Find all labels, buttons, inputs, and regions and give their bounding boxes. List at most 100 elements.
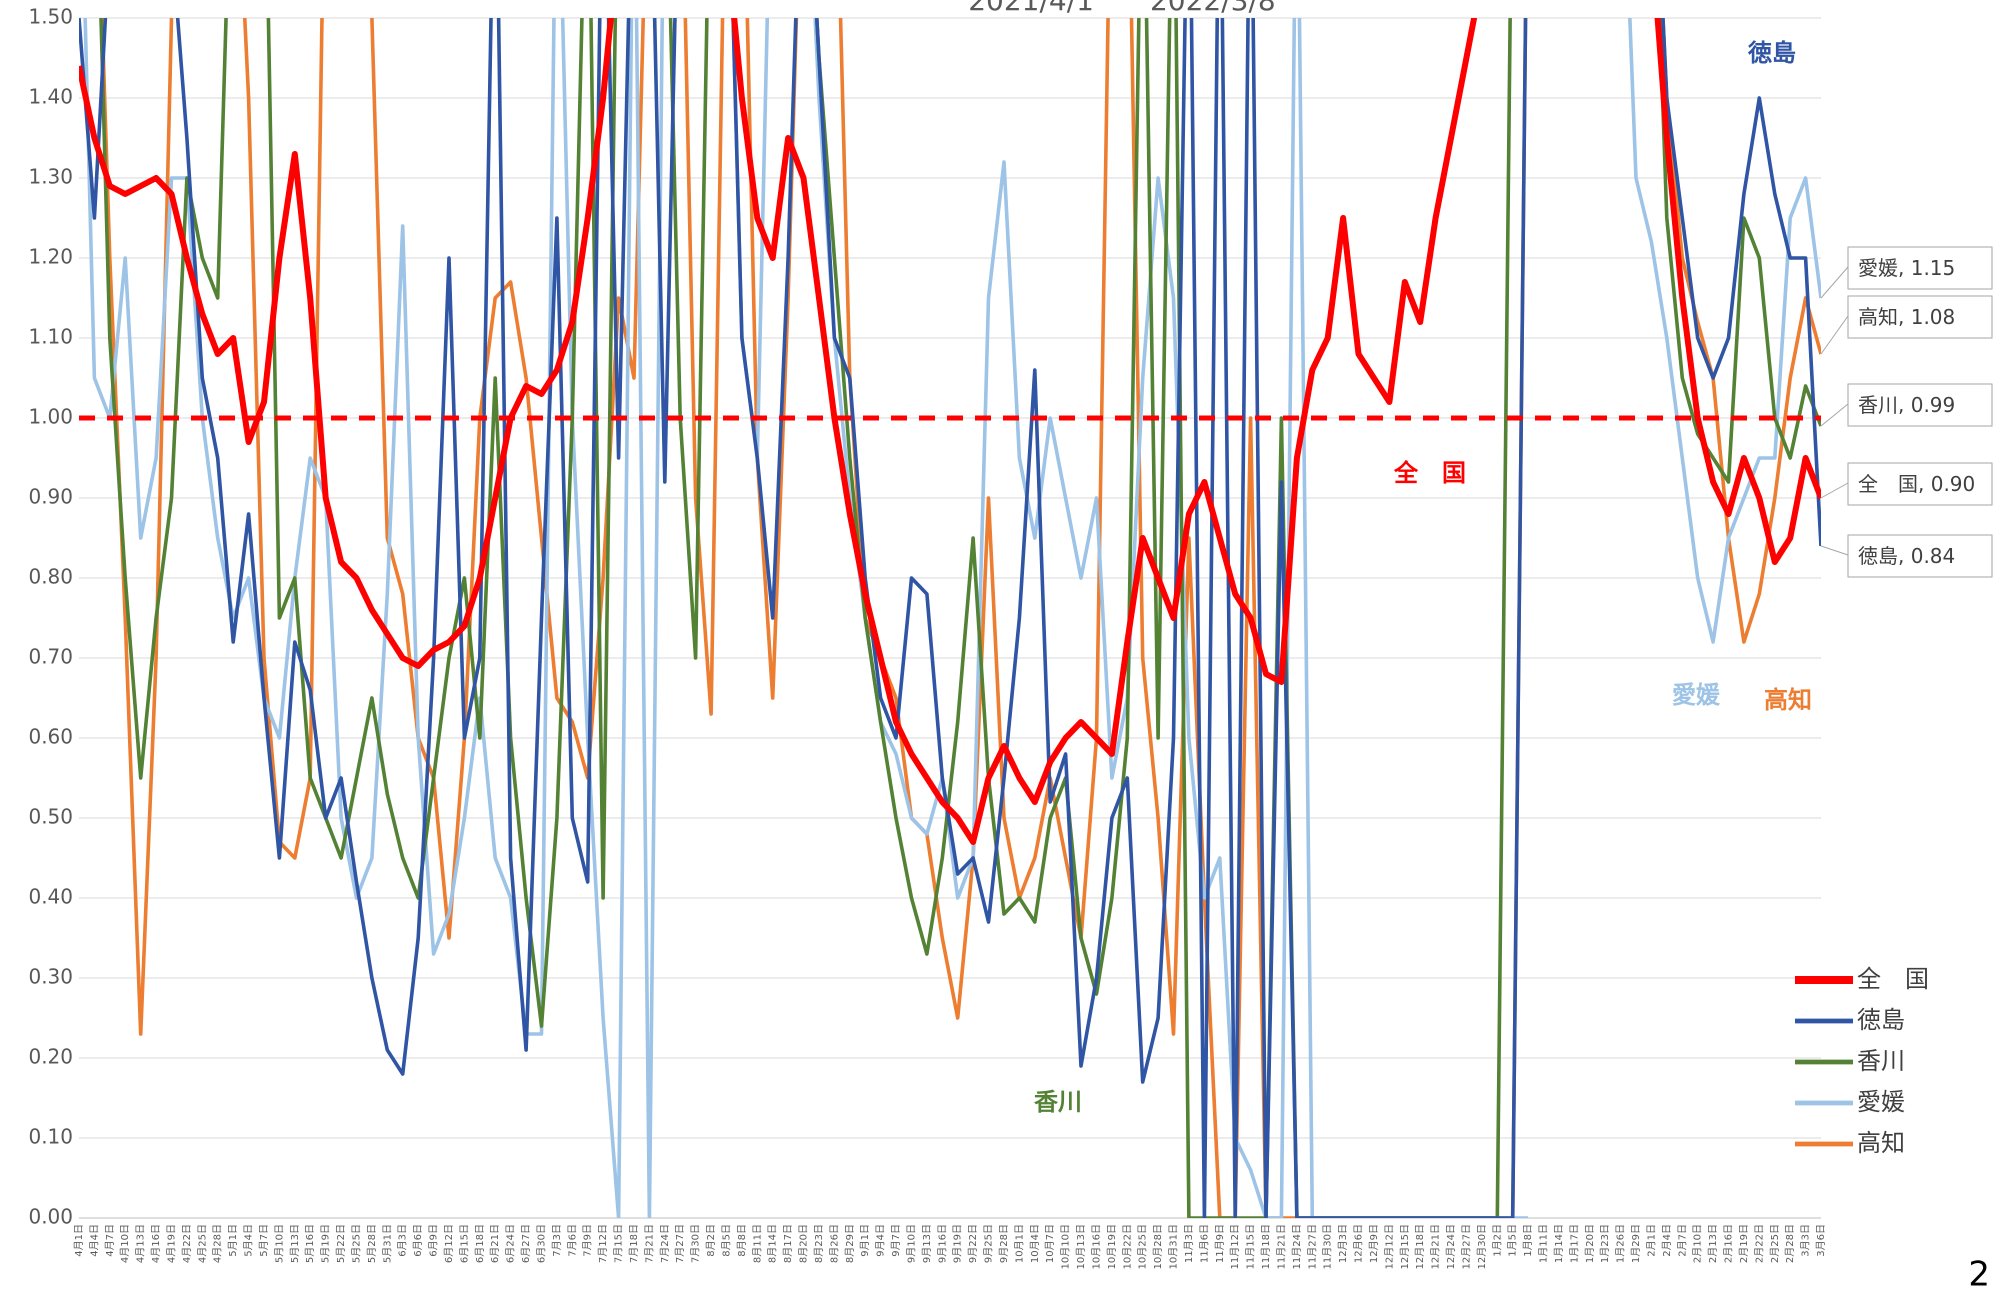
x-tick-label: 10月22日 <box>1121 1224 1133 1269</box>
x-tick-label: 2月19日 <box>1738 1224 1750 1263</box>
x-tick-label: 11月15日 <box>1245 1224 1257 1269</box>
x-tick-label: 11月21日 <box>1275 1224 1287 1269</box>
x-tick-label: 1月23日 <box>1599 1224 1611 1263</box>
x-tick-label: 9月28日 <box>998 1224 1010 1263</box>
callout-value: 0.99 <box>1911 393 1956 417</box>
x-tick-label: 7月24日 <box>659 1224 671 1263</box>
callout-label: 徳島, 0.84 <box>1858 544 1955 568</box>
x-tick-label: 5月1日 <box>227 1224 239 1257</box>
x-tick-label: 7月3日 <box>551 1224 563 1257</box>
x-tick-label: 12月27日 <box>1460 1224 1472 1269</box>
x-tick-label: 10月4日 <box>1029 1224 1041 1263</box>
x-tick-label: 1月29日 <box>1630 1224 1642 1263</box>
x-tick-label: 2月16日 <box>1723 1224 1735 1263</box>
x-tick-label: 10月1日 <box>1013 1224 1025 1263</box>
annotation: 高知 <box>1764 686 1812 714</box>
x-tick-label: 3月3日 <box>1800 1224 1812 1257</box>
callout-name: 全 国 <box>1858 472 1918 496</box>
y-tick-label: 1.40 <box>28 85 73 109</box>
series-line <box>79 18 1821 845</box>
x-tick-label: 8月23日 <box>813 1224 825 1263</box>
x-tick-label: 6月15日 <box>458 1224 470 1263</box>
callout-value: 1.08 <box>1911 305 1956 329</box>
x-tick-label: 2月7日 <box>1676 1224 1688 1257</box>
legend-label: 徳島 <box>1857 1006 1905 1034</box>
series-line <box>100 18 1821 1218</box>
x-tick-label: 6月6日 <box>412 1224 424 1257</box>
x-tick-label: 2月1日 <box>1645 1224 1657 1257</box>
x-tick-label: 12月21日 <box>1430 1224 1442 1269</box>
x-tick-label: 12月6日 <box>1353 1224 1365 1263</box>
x-tick-label: 10月13日 <box>1075 1224 1087 1269</box>
x-tick-label: 11月12日 <box>1229 1224 1241 1269</box>
x-tick-label: 7月21日 <box>643 1224 655 1263</box>
x-tick-label: 1月17日 <box>1568 1224 1580 1263</box>
x-tick-label: 8月5日 <box>720 1224 732 1257</box>
x-tick-label: 10月25日 <box>1137 1224 1149 1269</box>
x-tick-label: 9月10日 <box>905 1224 917 1263</box>
callout-leader <box>1820 266 1849 299</box>
callout-value: 1.15 <box>1911 256 1956 280</box>
plot-area <box>79 18 1821 1218</box>
x-tick-label: 2月25日 <box>1769 1224 1781 1263</box>
x-tick-label: 7月18日 <box>628 1224 640 1263</box>
callout-leader <box>1820 403 1849 427</box>
y-tick-label: 0.70 <box>28 645 73 669</box>
x-tick-label: 2月28日 <box>1784 1224 1796 1263</box>
x-tick-label: 8月2日 <box>705 1224 717 1257</box>
x-tick-label: 12月30日 <box>1476 1224 1488 1269</box>
callout-value: 0.84 <box>1911 544 1956 568</box>
callout-name: 香川 <box>1858 393 1898 417</box>
x-tick-label: 10月19日 <box>1106 1224 1118 1269</box>
x-tick-label: 4月4日 <box>88 1224 100 1257</box>
x-tick-label: 7月9日 <box>582 1224 594 1257</box>
y-tick-label: 1.20 <box>28 245 73 269</box>
x-tick-label: 4月16日 <box>150 1224 162 1263</box>
annotation: 全 国 <box>1393 459 1466 487</box>
x-tick-label: 9月16日 <box>936 1224 948 1263</box>
x-tick-label: 4月7日 <box>104 1224 116 1257</box>
y-tick-label: 1.00 <box>28 405 73 429</box>
x-tick-label: 10月31日 <box>1168 1224 1180 1269</box>
annotation: 愛媛 <box>1672 681 1721 709</box>
x-tick-label: 6月3日 <box>397 1224 409 1257</box>
x-tick-label: 9月22日 <box>967 1224 979 1263</box>
x-tick-label: 9月19日 <box>952 1224 964 1263</box>
x-tick-label: 5月25日 <box>350 1224 362 1263</box>
x-tick-label: 5月16日 <box>304 1224 316 1263</box>
x-tick-label: 8月20日 <box>798 1224 810 1263</box>
x-tick-label: 11月18日 <box>1260 1224 1272 1269</box>
x-tick-label: 8月11日 <box>751 1224 763 1263</box>
x-tick-label: 1月2日 <box>1491 1224 1503 1257</box>
x-tick-label: 7月6日 <box>566 1224 578 1257</box>
callout-name: 高知 <box>1858 305 1898 329</box>
y-tick-label: 1.30 <box>28 165 73 189</box>
callout-label: 香川, 0.99 <box>1858 393 1955 417</box>
page-number: 2 <box>1968 1255 1990 1291</box>
callout-leader <box>1820 545 1849 556</box>
x-tick-label: 9月1日 <box>859 1224 871 1257</box>
chart-title: 2021/4/1 2022/3/8 <box>968 0 1276 17</box>
legend-label: 愛媛 <box>1857 1088 1905 1116</box>
x-tick-label: 7月27日 <box>674 1224 686 1263</box>
callout-label: 全 国, 0.90 <box>1858 472 1975 496</box>
x-tick-label: 12月9日 <box>1368 1224 1380 1263</box>
x-tick-label: 12月12日 <box>1383 1224 1395 1269</box>
legend-label: 高知 <box>1857 1129 1905 1157</box>
x-tick-label: 11月3日 <box>1183 1224 1195 1263</box>
series-line <box>99 18 1821 1218</box>
callout-name: 愛媛 <box>1858 256 1898 280</box>
y-tick-label: 0.50 <box>28 805 73 829</box>
y-tick-label: 1.50 <box>28 5 73 29</box>
x-tick-label: 11月6日 <box>1198 1224 1210 1263</box>
x-tick-label: 1月8日 <box>1522 1224 1534 1257</box>
y-tick-label: 0.80 <box>28 565 73 589</box>
x-tick-label: 10月10日 <box>1060 1224 1072 1269</box>
series-line <box>83 18 1821 1218</box>
callout-box <box>1847 295 1993 339</box>
x-tick-label: 9月13日 <box>921 1224 933 1263</box>
x-tick-label: 4月28日 <box>212 1224 224 1263</box>
annotation: 徳島 <box>1747 39 1796 67</box>
x-tick-label: 11月30日 <box>1322 1224 1334 1269</box>
